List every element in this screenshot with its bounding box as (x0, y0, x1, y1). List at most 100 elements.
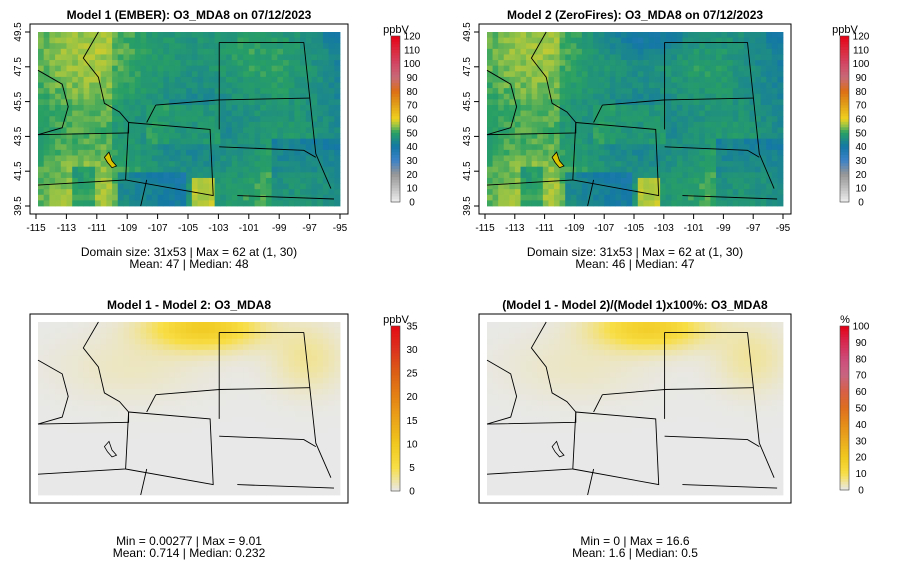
heatmap-cell (548, 32, 555, 39)
heatmap-cell (559, 127, 566, 134)
heatmap-cell (191, 467, 198, 474)
legend-swatch (840, 74, 849, 78)
heatmap-cell (509, 166, 516, 173)
heatmap-cell (487, 65, 493, 72)
heatmap-cell (498, 149, 505, 156)
heatmap-cell (208, 405, 216, 412)
heatmap-cell (565, 183, 572, 190)
heatmap-cell (626, 200, 633, 207)
heatmap-cell (334, 127, 341, 134)
heatmap-cell (174, 439, 181, 446)
heatmap-cell (637, 133, 644, 140)
heatmap-cell (300, 189, 307, 196)
heatmap-cell (542, 200, 549, 207)
heatmap-cell (94, 127, 102, 134)
heatmap-cell (526, 104, 533, 111)
heatmap-cell (693, 60, 700, 67)
heatmap-cell (43, 71, 50, 78)
heatmap-cell (100, 344, 107, 351)
heatmap-cell (231, 372, 238, 379)
heatmap-cell (531, 99, 538, 106)
heatmap-cell (604, 144, 611, 151)
heatmap-cell (220, 400, 227, 407)
heatmap-cell (537, 144, 544, 151)
heatmap-cell (117, 461, 124, 468)
x-tick-label: -101 (239, 223, 259, 234)
heatmap-cell (587, 133, 594, 140)
heatmap-cell (277, 93, 284, 100)
heatmap-cell (203, 43, 210, 50)
heatmap-cell (214, 361, 221, 368)
heatmap-cell (294, 99, 301, 106)
heatmap-cell (140, 155, 147, 162)
heatmap-cell (94, 155, 102, 162)
heatmap-cell (157, 461, 164, 468)
heatmap-cell (704, 133, 711, 140)
heatmap-cell (598, 172, 605, 179)
heatmap-cell (49, 71, 56, 78)
heatmap-cell (214, 467, 221, 474)
heatmap-cell (186, 461, 193, 468)
heatmap-cell (328, 121, 335, 128)
heatmap-cell (208, 71, 216, 78)
heatmap-cell (277, 54, 284, 61)
heatmap-cell (777, 172, 784, 179)
heatmap-cell (248, 366, 255, 373)
heatmap-cell (509, 60, 516, 67)
heatmap-cell (180, 388, 187, 395)
heatmap-cell (55, 333, 62, 340)
heatmap-cell (94, 60, 102, 67)
heatmap-cell (129, 338, 136, 345)
heatmap-cell (117, 116, 124, 123)
heatmap-cell (72, 189, 79, 196)
legend-swatch (840, 99, 849, 103)
heatmap-cell (60, 54, 67, 61)
heatmap-cell (174, 411, 181, 418)
heatmap-cell (197, 138, 204, 145)
heatmap-cell (163, 177, 170, 184)
heatmap-cell (305, 355, 312, 362)
heatmap-cell (134, 416, 141, 423)
heatmap-cell (288, 344, 295, 351)
heatmap-cell (129, 400, 136, 407)
heatmap-cell (771, 82, 778, 89)
heatmap-cell (94, 349, 102, 356)
heatmap-cell (531, 110, 538, 117)
heatmap-cell (169, 444, 176, 451)
heatmap-cell (214, 333, 221, 340)
heatmap-cell (693, 32, 700, 39)
heatmap-cell (94, 450, 102, 457)
heatmap-cell (243, 133, 250, 140)
heatmap-cell (671, 189, 678, 196)
legend-swatch (391, 63, 400, 67)
heatmap-cell (598, 99, 605, 106)
heatmap-cell (186, 467, 193, 474)
heatmap-cell (260, 155, 267, 162)
heatmap-cell (254, 461, 261, 468)
heatmap-cell (226, 121, 233, 128)
heatmap-cell (743, 166, 750, 173)
heatmap-cell (243, 110, 250, 117)
heatmap-cell (576, 37, 583, 44)
heatmap-cell (106, 428, 113, 435)
heatmap-cell (621, 189, 628, 196)
heatmap-cell (531, 54, 538, 61)
heatmap-cell (704, 138, 711, 145)
heatmap-cell (134, 388, 141, 395)
heatmap-cell (604, 189, 611, 196)
heatmap-cell (89, 344, 96, 351)
legend-swatch (391, 105, 400, 109)
heatmap-cell (514, 88, 521, 95)
heatmap-cell (621, 166, 628, 173)
heatmap-cell (66, 54, 73, 61)
heatmap-cell (157, 355, 164, 362)
heatmap-cell (300, 428, 307, 435)
heatmap-cell (311, 394, 318, 401)
heatmap-cell (771, 161, 778, 168)
heatmap-cell (688, 110, 695, 117)
heatmap-cell (654, 43, 661, 50)
heatmap-cell (334, 461, 341, 468)
heatmap-cell (317, 88, 324, 95)
heatmap-cell (94, 37, 102, 44)
heatmap-cell (322, 333, 330, 340)
